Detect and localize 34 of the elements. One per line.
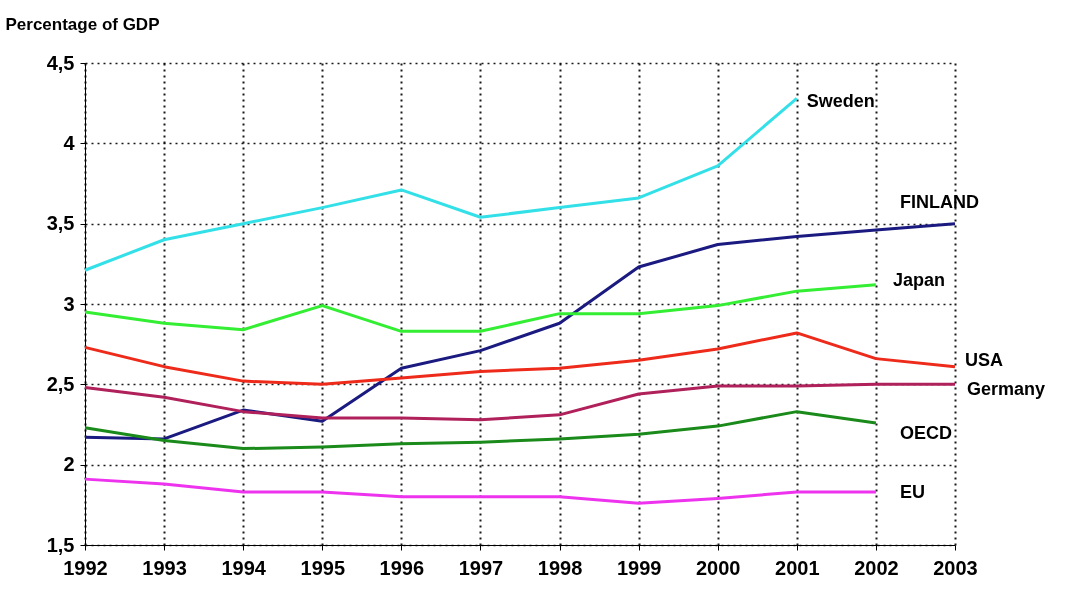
series-label: FINLAND (900, 191, 979, 212)
series-label: USA (965, 349, 1004, 370)
x-tick-label: 1999 (616, 556, 662, 579)
line-series (83, 477, 878, 505)
line-series (83, 283, 878, 333)
series-label: OECD (899, 422, 952, 443)
line-series (83, 382, 957, 422)
x-tick-label: 1993 (142, 556, 187, 579)
line-series (83, 96, 799, 272)
y-tick-label: 1,5 (46, 533, 75, 556)
x-tick-label: 1997 (458, 556, 504, 579)
series-label: Germany (967, 379, 1046, 400)
y-tick-label: 2,5 (46, 372, 75, 395)
x-tick-label: 1998 (537, 556, 583, 579)
y-tick-label: 2 (63, 453, 75, 476)
series-label: EU (899, 481, 925, 502)
x-tick-label: 2003 (933, 556, 978, 579)
y-tick-label: 4,5 (46, 51, 75, 74)
x-tick-label: 1996 (379, 556, 425, 579)
line-series (83, 331, 957, 386)
x-tick-label: 1992 (63, 556, 108, 579)
x-tick-label: 1995 (300, 556, 346, 579)
series-label: Japan (892, 269, 945, 290)
y-tick-label: 3,5 (46, 212, 75, 235)
line-series (83, 410, 878, 451)
y-tick-label: 3 (63, 292, 75, 315)
x-tick-label: 2002 (854, 556, 899, 579)
x-tick-label: 2001 (775, 556, 820, 579)
x-tick-label: 2000 (695, 556, 741, 579)
y-axis-title: Percentage of GDP (5, 14, 160, 34)
x-tick-label: 1994 (221, 556, 267, 579)
y-tick-label: 4 (63, 131, 76, 154)
series-label: Sweden (806, 91, 875, 112)
line-series (83, 222, 957, 441)
